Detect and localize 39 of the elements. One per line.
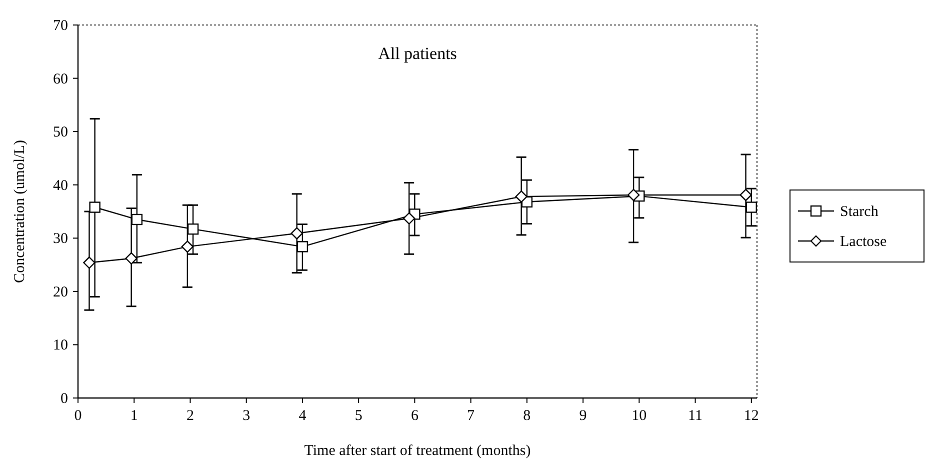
legend-label: Starch [840, 204, 879, 220]
x-tick-label: 6 [410, 408, 419, 424]
point [296, 241, 308, 252]
x-tick-label: 12 [744, 408, 759, 424]
x-tick-label: 10 [632, 408, 647, 424]
point [290, 227, 303, 240]
y-tick-label: 70 [53, 18, 68, 34]
legend-label: Lactose [840, 234, 887, 250]
point [740, 188, 752, 202]
point [402, 212, 416, 225]
point [515, 190, 528, 203]
point [131, 214, 143, 226]
point [746, 202, 757, 213]
y-tick-label: 10 [53, 338, 68, 354]
x-tick-label: 1 [130, 408, 138, 424]
x-tick-label: 9 [579, 408, 587, 424]
x-axis-title: Time after start of treatment (months) [304, 443, 531, 459]
y-tick-label: 60 [53, 71, 68, 88]
x-tick-label: 4 [298, 408, 307, 424]
y-tick-label: 0 [60, 391, 68, 407]
point [125, 252, 138, 264]
y-tick-label: 50 [53, 124, 68, 141]
y-tick-label: 20 [53, 284, 68, 300]
x-tick-label: 8 [523, 408, 531, 424]
point [187, 223, 199, 235]
y-axis-title: Concentration (umol/L) [12, 140, 28, 283]
text: All patients [378, 44, 457, 63]
point [181, 240, 194, 253]
x-tick-label: 3 [242, 408, 250, 424]
x-tick-label: 2 [186, 408, 194, 424]
x-tick-label: 0 [74, 408, 82, 424]
x-tick-label: 7 [467, 408, 476, 424]
point [89, 202, 100, 213]
point [83, 256, 96, 269]
point [627, 188, 640, 202]
x-tick-label: 11 [688, 408, 702, 424]
x-tick-label: 5 [354, 408, 362, 424]
y-tick-label: 40 [53, 178, 68, 194]
y-tick-label: 30 [53, 231, 68, 248]
